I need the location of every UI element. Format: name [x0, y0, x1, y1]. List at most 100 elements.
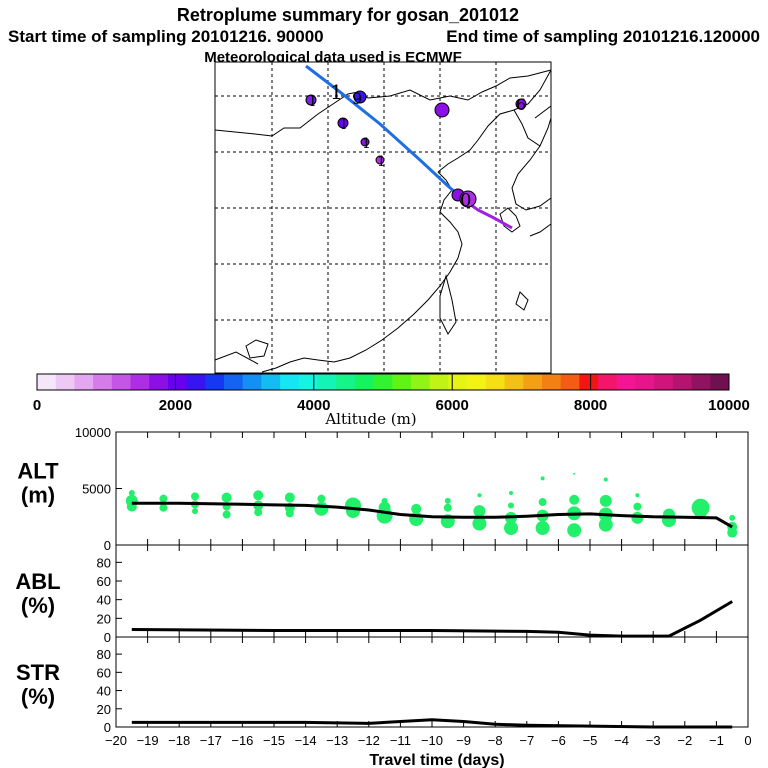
x-axis-label: Travel time (days)	[369, 752, 504, 768]
panel-frame	[115, 544, 749, 638]
altitude-point	[317, 494, 326, 503]
colorbar-swatch	[616, 374, 636, 390]
colorbar-swatch	[111, 374, 132, 390]
plume-label: 0	[460, 190, 471, 211]
x-tick-label: −17	[200, 733, 222, 748]
altitude-point	[473, 505, 486, 518]
x-tick-label: −4	[614, 733, 629, 748]
retroplume-map: 1 9 6 I I 1 1 0	[214, 61, 552, 374]
colorbar-swatch	[186, 374, 206, 390]
plume-marker	[375, 155, 385, 165]
colorbar-swatch	[635, 374, 655, 390]
colorbar-swatch	[654, 374, 674, 390]
x-tick-label: −11	[390, 733, 411, 748]
panel-frame	[115, 431, 749, 546]
altitude-point	[535, 521, 550, 536]
altitude-point	[128, 490, 135, 497]
plume-marker	[515, 98, 527, 110]
colorbar-swatch	[130, 374, 150, 390]
plume-label: 1	[330, 80, 343, 104]
colorbar-swatch	[392, 374, 412, 390]
x-tick-label: −7	[519, 733, 534, 748]
plume-label: 1	[377, 154, 386, 170]
altitude-point	[253, 490, 264, 501]
x-tick-label: −14	[295, 733, 317, 748]
altitude-point	[443, 503, 452, 512]
altitude-point	[538, 498, 547, 507]
map-frame	[214, 61, 552, 374]
y-tick-label: 80	[97, 555, 111, 570]
altitude-point	[540, 476, 545, 481]
altitude-point	[509, 491, 513, 496]
x-tick-label: −9	[456, 733, 471, 748]
altitude-point	[477, 493, 482, 498]
plume-markers	[305, 90, 527, 208]
y-tick-label: 80	[97, 647, 111, 662]
panel-frame	[115, 636, 749, 728]
plume-marker	[459, 190, 477, 208]
colorbar-swatch	[373, 374, 393, 390]
altitude-point	[573, 472, 576, 475]
x-tick-label: −10	[421, 733, 443, 748]
colorbar-swatch	[598, 374, 618, 390]
altitude-point	[633, 502, 642, 511]
plume-label: 1	[362, 136, 371, 152]
figure-title: Retroplume summary for gosan_201012	[177, 5, 519, 25]
x-tick-label: 0	[744, 733, 751, 748]
colorbar-swatch	[280, 374, 300, 390]
altitude-point	[599, 494, 612, 507]
altitude-point	[727, 527, 738, 538]
colorbar-tick-label: 6000	[436, 397, 469, 414]
time-series-panels: 0500010000ALT(m)020406080ABL(%)020406080…	[15, 425, 751, 748]
altitude-point	[569, 494, 580, 505]
colorbar-swatch	[504, 374, 524, 390]
colorbar-swatch	[467, 374, 487, 390]
colorbar-swatch	[579, 374, 599, 390]
plume-marker	[434, 102, 450, 118]
plume-marker	[360, 137, 370, 147]
y-tick-label: 0	[104, 630, 111, 645]
series-line-str	[131, 718, 733, 729]
colorbar-swatch	[74, 374, 94, 390]
x-tick-label: −13	[326, 733, 348, 748]
colorbar-label: Altitude (m)	[324, 410, 416, 428]
colorbar-tick-label: 8000	[574, 397, 607, 414]
altitude-point	[159, 503, 168, 512]
colorbar-swatch	[485, 374, 506, 390]
colorbar-swatch	[167, 374, 188, 390]
altitude-point	[191, 492, 199, 501]
panel-y-label: (%)	[21, 593, 55, 618]
plume-marker	[337, 117, 349, 129]
y-tick-label: 10000	[75, 425, 111, 440]
plume-label: I	[310, 94, 316, 110]
colorbar-swatch	[37, 374, 57, 390]
altitude-point	[192, 508, 198, 515]
plume-label: I	[341, 117, 347, 133]
colorbar-swatch	[560, 374, 580, 390]
colorbar-swatch	[429, 374, 449, 390]
panel-y-label: (%)	[21, 684, 55, 709]
end-time-label: End time of sampling 20101216.120000	[446, 27, 760, 46]
altitude-colorbar: 0 2000 4000 6000 8000 10000	[33, 373, 750, 414]
colorbar-swatch	[691, 374, 711, 390]
altitude-point	[314, 501, 329, 516]
y-tick-label: 5000	[82, 482, 111, 497]
colorbar-swatch	[149, 374, 169, 390]
altitude-point	[254, 508, 263, 517]
colorbar-swatch	[672, 374, 693, 390]
series-line-abl	[131, 600, 733, 638]
series-line-alt	[131, 501, 733, 529]
colorbar-swatch	[354, 374, 375, 390]
altitude-point	[635, 493, 640, 498]
plume-labels: 1 9 6 I I 1 1 0	[310, 80, 526, 211]
x-tick-label: −19	[137, 733, 159, 748]
plume-marker	[305, 94, 317, 106]
colorbar-tick-label: 0	[33, 397, 41, 414]
altitude-point	[285, 509, 294, 518]
altitude-point	[222, 510, 231, 519]
colorbar-swatch	[336, 374, 356, 390]
x-tick-label: −6	[551, 733, 566, 748]
x-tick-label: −3	[646, 733, 661, 748]
plume-label: 9	[352, 89, 362, 108]
